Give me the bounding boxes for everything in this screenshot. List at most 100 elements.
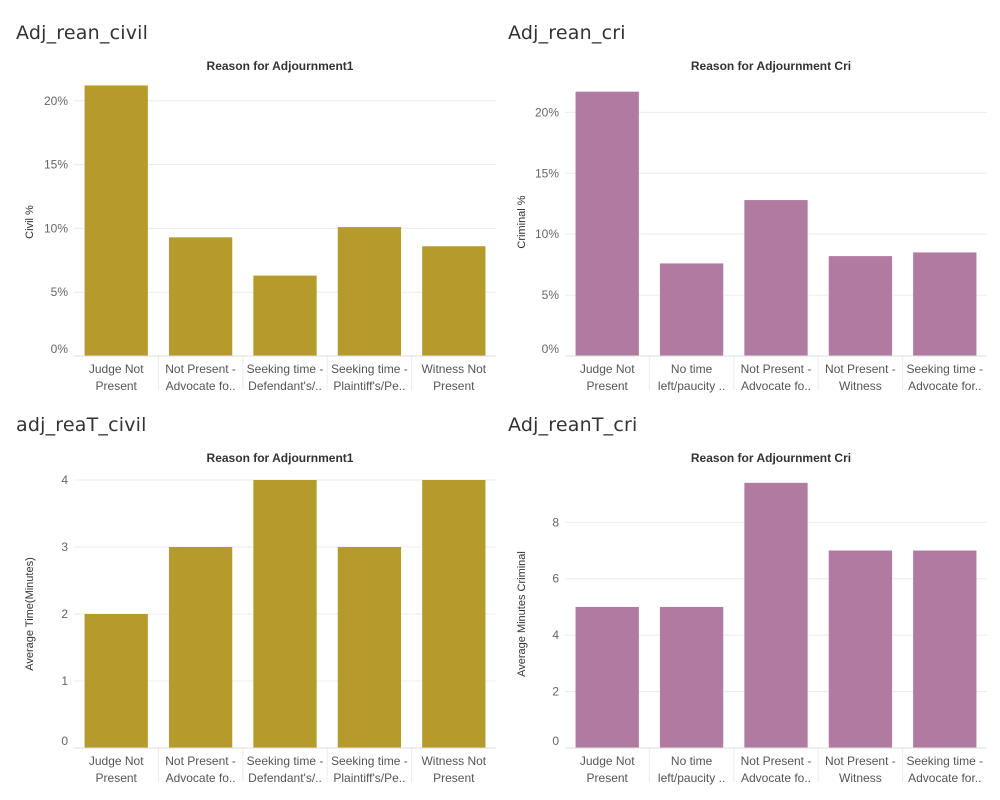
y-axis-title: Average Minutes Criminal bbox=[516, 551, 528, 677]
y-tick-label: 6 bbox=[552, 572, 559, 586]
bar-chart-criminal-time: Reason for Adjournment Cri Average Minute… bbox=[516, 451, 987, 785]
bar bbox=[575, 606, 639, 748]
chart-title: Reason for Adjournment Cri bbox=[691, 451, 851, 465]
panel-adj-reant-cri: Adj_reanT_cri Reason for Adjournment Cri… bbox=[492, 392, 987, 785]
y-tick-label: 4 bbox=[552, 628, 559, 642]
y-tick-label: 0 bbox=[61, 734, 68, 748]
x-category-label: Defendant's/.. bbox=[248, 771, 322, 785]
x-category-label: Present bbox=[587, 379, 629, 393]
x-category-label: Seeking time - bbox=[331, 362, 408, 376]
bar bbox=[422, 246, 486, 356]
y-tick-label: 5% bbox=[51, 285, 69, 299]
bar bbox=[422, 480, 486, 748]
bar bbox=[659, 263, 724, 356]
y-tick-label: 0 bbox=[552, 734, 559, 748]
y-axis-title: Civil % bbox=[24, 205, 36, 239]
bar bbox=[575, 91, 639, 357]
bar bbox=[253, 275, 317, 356]
bar bbox=[828, 550, 893, 748]
bar bbox=[913, 550, 977, 748]
x-category-label: Defendant's/.. bbox=[248, 379, 322, 393]
x-category-label: Advocate fo.. bbox=[741, 379, 811, 393]
x-category-label: Not Present - bbox=[825, 362, 896, 376]
x-category-label: No time bbox=[671, 754, 713, 768]
panel-title: Adj_reanT_cri bbox=[508, 414, 638, 436]
y-tick-label: 4 bbox=[61, 473, 68, 487]
bar bbox=[744, 482, 808, 748]
y-tick-label: 20% bbox=[535, 105, 559, 119]
x-category-label: Judge Not bbox=[89, 754, 144, 768]
x-category-label: left/paucity .. bbox=[658, 379, 725, 393]
x-category-label: Present bbox=[96, 379, 138, 393]
x-category-label: Advocate fo.. bbox=[166, 771, 236, 785]
x-category-label: left/paucity .. bbox=[658, 771, 725, 785]
x-category-label: Judge Not bbox=[580, 754, 635, 768]
chart-title: Reason for Adjournment1 bbox=[207, 59, 354, 73]
x-category-label: Witness bbox=[839, 771, 882, 785]
panel-title: adj_reaT_civil bbox=[16, 414, 147, 436]
bar bbox=[744, 200, 808, 356]
x-category-label: Not Present - bbox=[741, 362, 812, 376]
y-tick-label: 2 bbox=[552, 685, 559, 699]
x-category-label: No time bbox=[671, 362, 713, 376]
x-category-label: Witness bbox=[839, 379, 882, 393]
x-category-label: Seeking time - bbox=[247, 362, 324, 376]
y-tick-label: 2 bbox=[61, 607, 68, 621]
bar bbox=[253, 480, 317, 748]
x-category-label: Not Present - bbox=[825, 754, 896, 768]
panel-title: Adj_rean_cri bbox=[508, 22, 626, 44]
x-category-label: Advocate for.. bbox=[908, 379, 981, 393]
chart-title: Reason for Adjournment1 bbox=[207, 451, 354, 465]
y-tick-label: 8 bbox=[552, 515, 559, 529]
bar bbox=[168, 237, 233, 356]
panel-adj-reat-civil: adj_reaT_civil Reason for Adjournment1 Av… bbox=[0, 392, 496, 785]
bar bbox=[84, 85, 148, 356]
bar bbox=[168, 547, 233, 748]
y-tick-label: 20% bbox=[44, 94, 68, 108]
x-category-label: Judge Not bbox=[580, 362, 635, 376]
y-tick-label: 5% bbox=[542, 288, 560, 302]
bar bbox=[337, 227, 402, 356]
x-category-label: Seeking time - bbox=[331, 754, 408, 768]
panel-adj-rean-cri: Adj_rean_cri Reason for Adjournment Cri C… bbox=[492, 0, 987, 393]
x-category-label: Seeking time - bbox=[906, 362, 983, 376]
bar bbox=[828, 256, 893, 356]
x-category-label: Plaintiff's/Pe.. bbox=[333, 379, 405, 393]
x-category-label: Present bbox=[96, 771, 138, 785]
y-tick-label: 10% bbox=[44, 221, 68, 235]
bar bbox=[337, 547, 402, 748]
x-category-label: Present bbox=[587, 771, 629, 785]
panel-title: Adj_rean_civil bbox=[16, 22, 149, 44]
y-axis-title: Average Time(Minutes) bbox=[24, 557, 36, 671]
y-tick-label: 15% bbox=[44, 158, 68, 172]
x-category-label: Present bbox=[433, 379, 475, 393]
bar bbox=[659, 606, 724, 748]
x-category-label: Advocate fo.. bbox=[166, 379, 236, 393]
x-category-label: Present bbox=[433, 771, 475, 785]
x-category-label: Witness Not bbox=[421, 754, 486, 768]
y-tick-label: 10% bbox=[535, 227, 559, 241]
y-tick-label: 0% bbox=[51, 342, 69, 356]
bar-chart-civil-percent: Reason for Adjournment1 Civil % 0% 5% 10% 15%… bbox=[24, 59, 496, 393]
y-tick-label: 3 bbox=[61, 540, 68, 554]
x-category-label: Seeking time - bbox=[247, 754, 324, 768]
x-category-label: Seeking time - bbox=[906, 754, 983, 768]
chart-title: Reason for Adjournment Cri bbox=[691, 59, 851, 73]
panel-adj-rean-civil: Adj_rean_civil Reason for Adjournment1 Ci… bbox=[0, 0, 496, 393]
bar-chart-criminal-percent: Reason for Adjournment Cri Criminal % 0% 5%… bbox=[516, 59, 987, 393]
x-category-label: Advocate for.. bbox=[908, 771, 981, 785]
bar-chart-civil-time: Reason for Adjournment1 Average Time(Minu… bbox=[24, 451, 496, 785]
x-category-label: Judge Not bbox=[89, 362, 144, 376]
x-category-label: Not Present - bbox=[165, 362, 236, 376]
x-category-label: Not Present - bbox=[165, 754, 236, 768]
y-tick-label: 15% bbox=[535, 166, 559, 180]
x-category-label: Not Present - bbox=[741, 754, 812, 768]
y-tick-label: 0% bbox=[542, 342, 560, 356]
bar bbox=[913, 252, 977, 356]
x-category-label: Advocate fo.. bbox=[741, 771, 811, 785]
x-category-label: Plaintiff's/Pe.. bbox=[333, 771, 405, 785]
y-tick-label: 1 bbox=[61, 674, 68, 688]
x-category-label: Witness Not bbox=[421, 362, 486, 376]
bar bbox=[84, 614, 148, 748]
y-axis-title: Criminal % bbox=[516, 195, 528, 248]
